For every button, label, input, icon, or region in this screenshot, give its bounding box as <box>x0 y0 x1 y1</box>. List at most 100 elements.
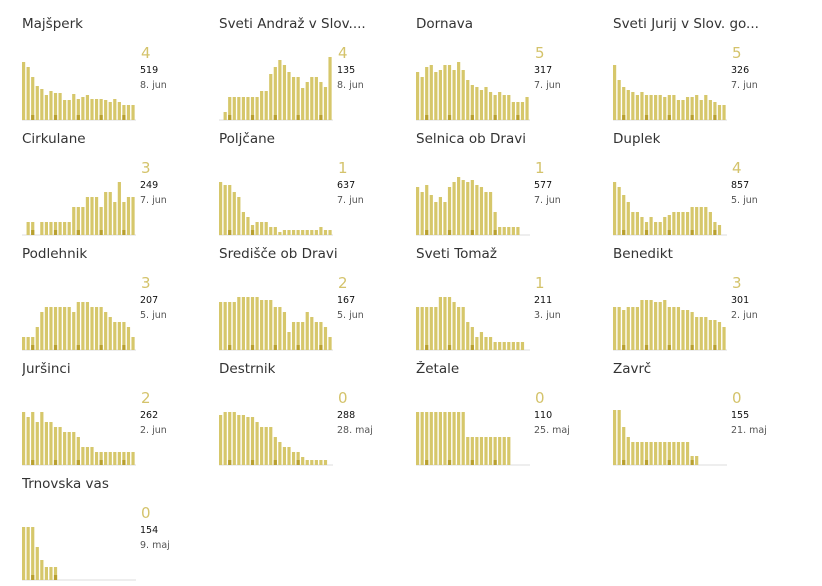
bar <box>493 342 497 350</box>
bar <box>44 422 48 465</box>
chart-title: Selnica ob Dravi <box>416 131 526 147</box>
bar-active-segment <box>470 345 474 350</box>
bar <box>479 187 484 235</box>
bar-active-segment <box>99 345 103 350</box>
bar <box>475 337 479 350</box>
bar-active-segment <box>690 345 694 350</box>
bar <box>443 202 447 235</box>
bar <box>260 222 264 235</box>
bar <box>85 302 90 350</box>
bar <box>699 207 703 235</box>
bar-active-segment <box>425 230 429 235</box>
chart-title: Duplek <box>613 131 661 147</box>
bar <box>99 452 103 465</box>
bar <box>282 312 287 350</box>
bar <box>626 307 630 350</box>
bar <box>328 230 332 235</box>
bar <box>420 192 424 235</box>
bar <box>264 427 268 465</box>
current-cases-value: 3 <box>141 274 151 292</box>
bar <box>676 307 681 350</box>
last-update-date: 8. jun <box>140 80 167 91</box>
bar <box>488 337 493 350</box>
bar <box>457 307 461 350</box>
bar <box>461 180 465 235</box>
bar <box>67 222 71 235</box>
current-cases-value: 1 <box>535 159 545 177</box>
bar <box>72 432 76 465</box>
bar <box>223 185 227 235</box>
bar-active-segment <box>76 115 80 120</box>
bar <box>22 337 26 350</box>
bar <box>108 317 112 350</box>
bar <box>323 230 328 235</box>
bar-chart <box>613 300 727 351</box>
bar <box>672 307 676 350</box>
bar <box>85 447 90 465</box>
bar <box>470 180 474 235</box>
bar-active-segment <box>470 115 474 120</box>
bar-active-segment <box>296 460 300 465</box>
chart-title: Poljčane <box>219 131 275 147</box>
bar <box>291 322 296 350</box>
bar <box>131 197 135 235</box>
bar <box>53 427 58 465</box>
bar <box>228 97 232 120</box>
bar <box>305 82 309 120</box>
bar <box>654 442 658 465</box>
bar <box>131 337 135 350</box>
bar <box>631 307 635 350</box>
bar <box>447 187 452 235</box>
total-cases-value: 317 <box>534 65 553 76</box>
chart-title: Destrnik <box>219 361 276 377</box>
bar <box>76 207 80 235</box>
bar-active-segment <box>447 345 452 350</box>
bar <box>461 412 465 465</box>
bar-active-segment <box>273 460 277 465</box>
total-cases-value: 167 <box>337 295 356 306</box>
bar <box>328 57 332 120</box>
bar <box>502 95 506 120</box>
municipality-chart: Selnica ob Dravi 1 577 7. jun <box>410 129 606 241</box>
last-update-date: 9. maj <box>140 540 170 551</box>
last-update-date: 7. jun <box>534 195 561 206</box>
bar <box>644 442 649 465</box>
bar <box>654 302 658 350</box>
bar <box>223 302 227 350</box>
bar <box>328 337 332 350</box>
bar-chart <box>613 410 727 466</box>
bar <box>126 105 131 120</box>
bar <box>507 95 511 120</box>
bar-active-segment <box>319 115 323 120</box>
bar <box>117 182 121 235</box>
bar <box>63 222 67 235</box>
bar <box>613 65 617 120</box>
chart-title: Dornava <box>416 16 474 32</box>
bar <box>278 442 282 465</box>
bar <box>681 212 685 235</box>
bar-chart <box>219 57 333 121</box>
bar <box>516 227 520 235</box>
bar <box>40 89 44 120</box>
bar <box>22 412 26 465</box>
bar <box>31 412 35 465</box>
bar <box>291 452 296 465</box>
total-cases-value: 135 <box>337 65 356 76</box>
bar <box>704 317 708 350</box>
bar-active-segment <box>644 115 649 120</box>
bar <box>58 93 62 120</box>
bar <box>457 177 461 235</box>
bar <box>447 65 452 120</box>
bar <box>85 197 90 235</box>
bar <box>104 100 108 120</box>
bar <box>457 412 461 465</box>
current-cases-value: 0 <box>338 389 348 407</box>
total-cases-value: 857 <box>731 180 750 191</box>
bar <box>296 322 300 350</box>
municipality-chart: Juršinci 2 262 2. jun <box>16 359 212 471</box>
bar <box>681 100 685 120</box>
total-cases-value: 211 <box>534 295 553 306</box>
bar <box>31 222 35 235</box>
last-update-date: 25. maj <box>534 425 570 436</box>
bar <box>76 99 80 120</box>
